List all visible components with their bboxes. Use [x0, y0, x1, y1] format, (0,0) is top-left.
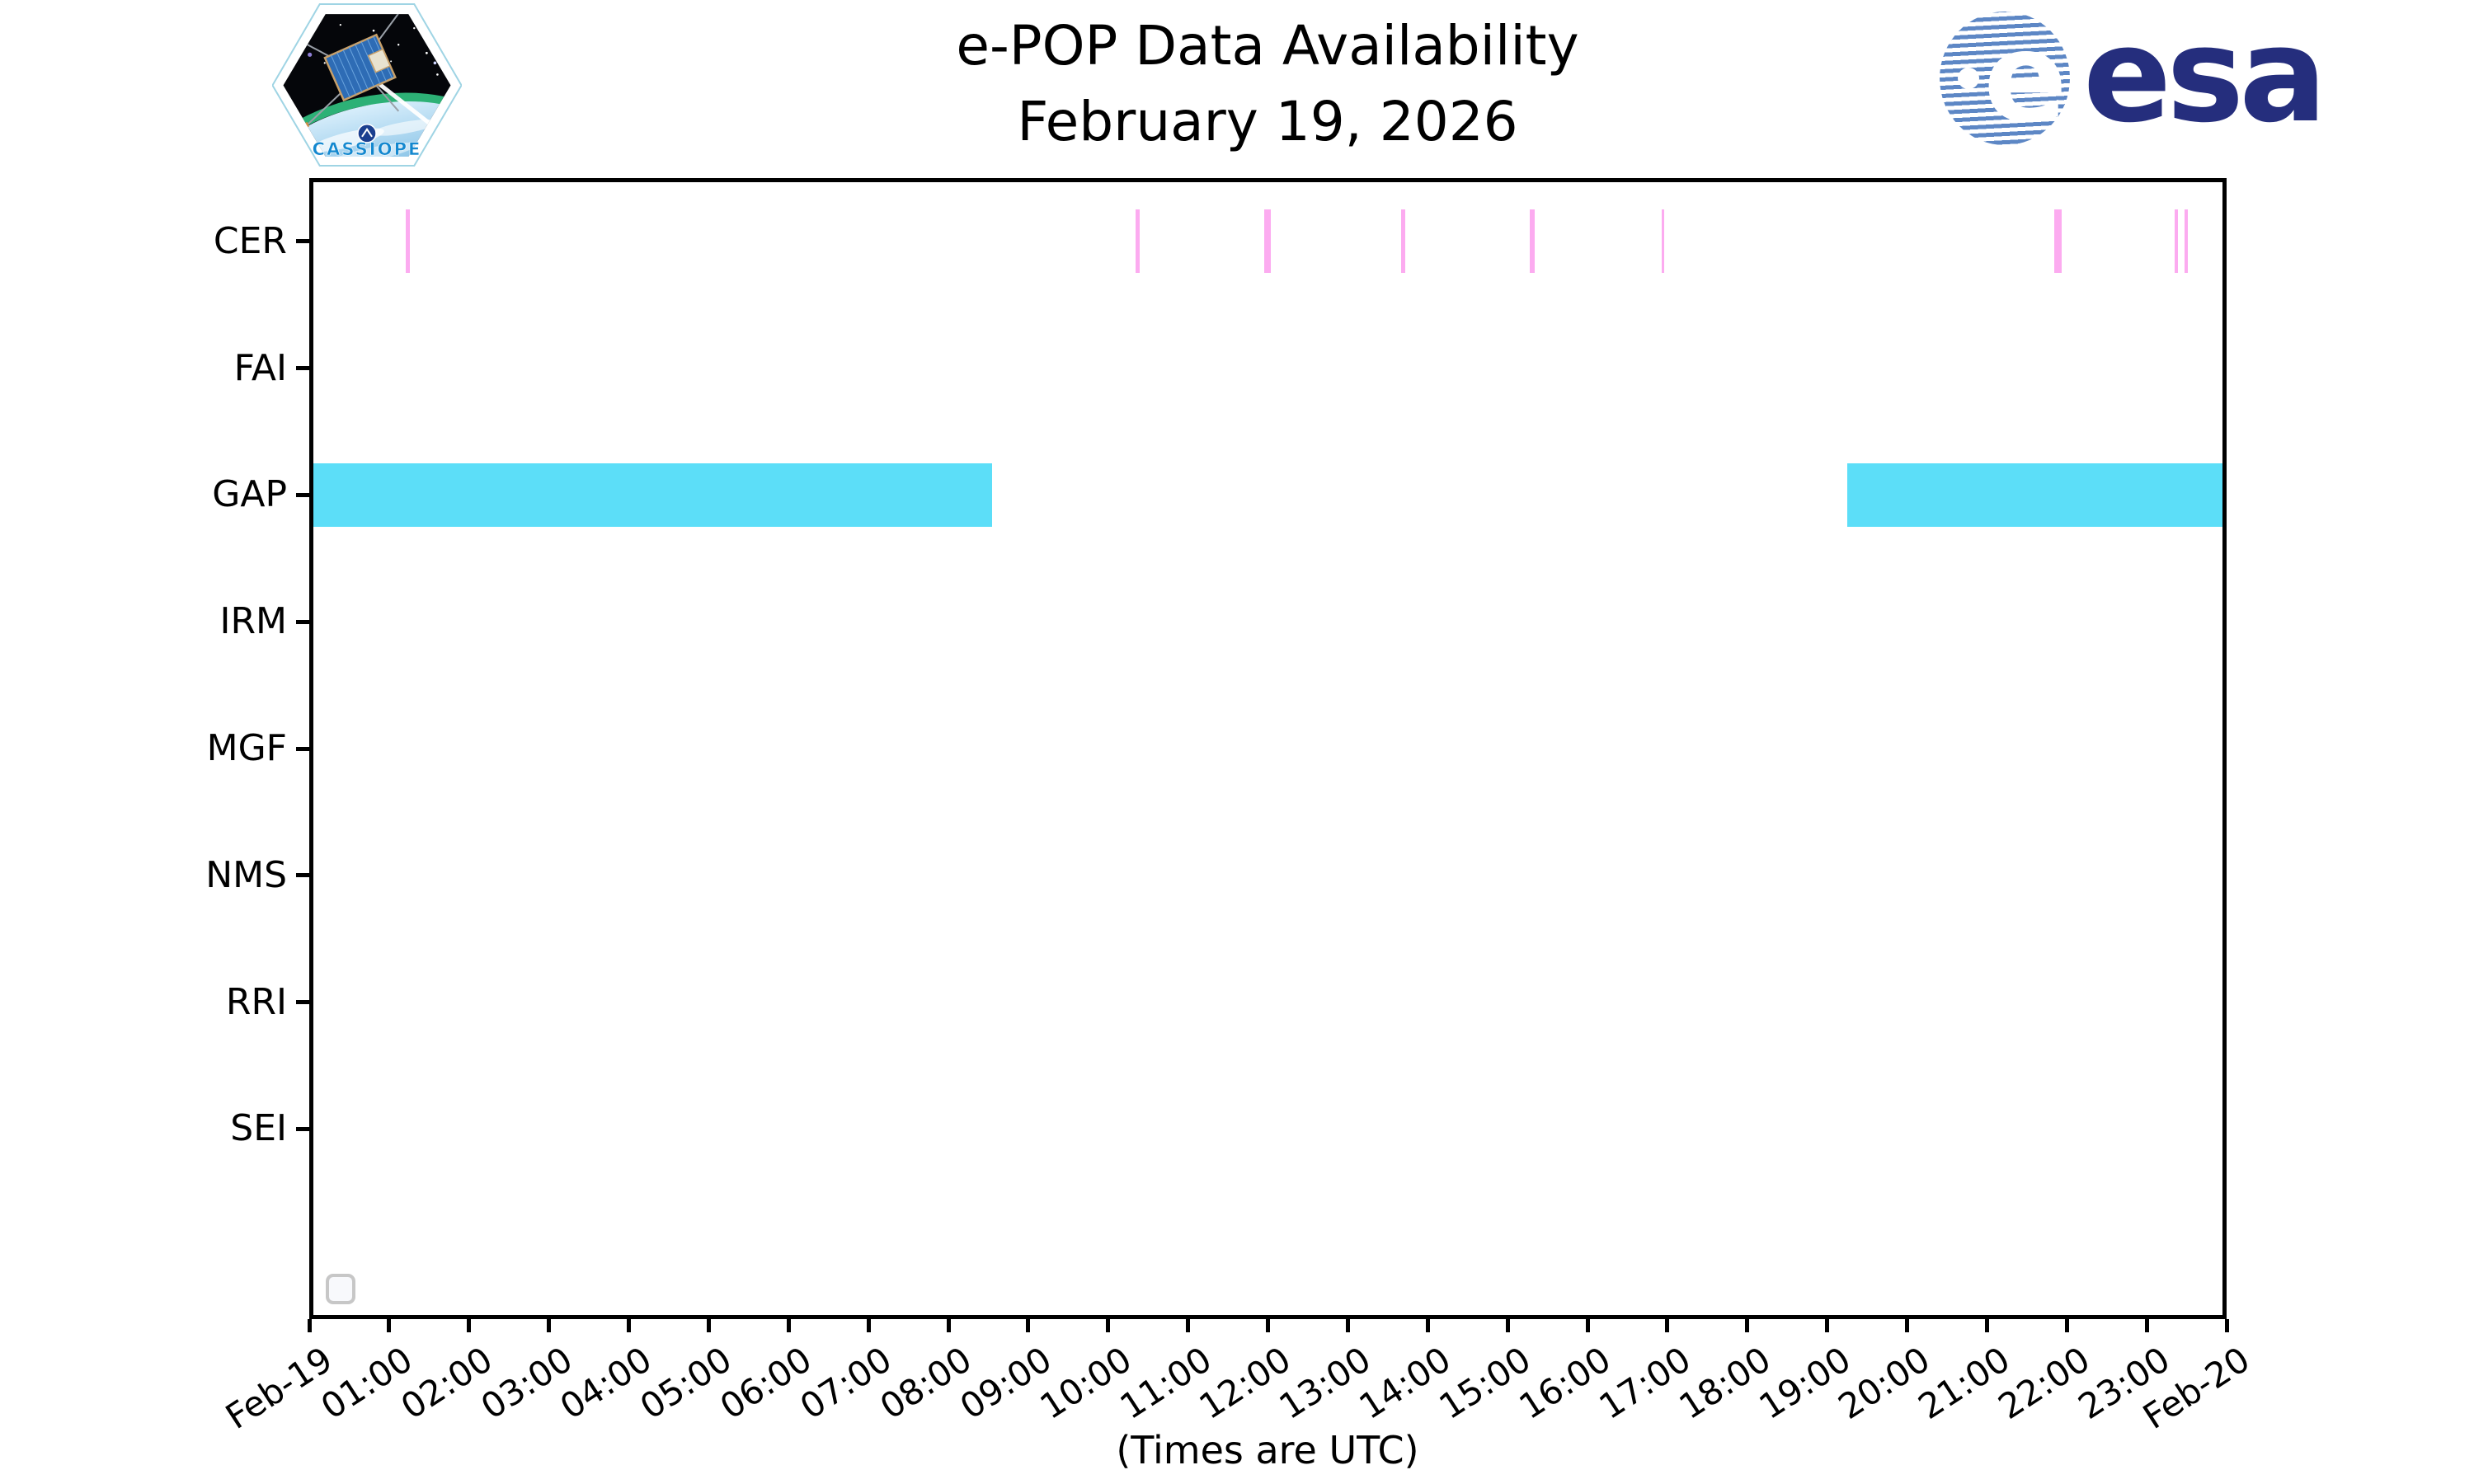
y-tick-fai: [296, 366, 309, 371]
x-tick-label-2: 02:00: [393, 1339, 500, 1428]
x-tick-label-3: 03:00: [473, 1339, 580, 1428]
y-label-sei: SEI: [230, 1107, 287, 1150]
y-label-mgf: MGF: [206, 727, 287, 769]
x-tick-3: [547, 1319, 552, 1332]
x-tick-18: [1745, 1319, 1750, 1332]
patch-beam: [372, 77, 436, 129]
patch-csa-roundel: [357, 123, 377, 143]
x-tick-label-15: 15:00: [1432, 1339, 1538, 1428]
x-tick-16: [1585, 1319, 1590, 1332]
patch-star: [308, 52, 313, 57]
patch-satellite: [283, 14, 410, 130]
plot-frame: [309, 178, 2227, 1319]
x-tick-21: [1984, 1319, 1989, 1332]
y-label-nms: NMS: [205, 853, 287, 896]
y-tick-cer: [296, 239, 309, 244]
availability-bar-cer-6: [2053, 209, 2062, 274]
x-tick-14: [1425, 1319, 1430, 1332]
x-tick-label-21: 21:00: [1911, 1339, 2018, 1428]
x-tick-12: [1266, 1319, 1270, 1332]
x-tick-label-4: 04:00: [553, 1339, 660, 1428]
x-tick-11: [1186, 1319, 1191, 1332]
x-tick-label-11: 11:00: [1112, 1339, 1219, 1428]
x-tick-1: [387, 1319, 392, 1332]
availability-bar-cer-7: [2175, 209, 2178, 274]
x-tick-9: [1026, 1319, 1031, 1332]
x-tick-label-12: 12:00: [1192, 1339, 1299, 1428]
cassiope-patch-graphic: CASSIOPE: [271, 3, 463, 167]
y-label-irm: IRM: [219, 600, 287, 643]
availability-bar-cer-3: [1401, 209, 1406, 274]
y-tick-nms: [296, 873, 309, 878]
x-tick-label-13: 13:00: [1272, 1339, 1379, 1428]
x-tick-0: [307, 1319, 312, 1332]
x-tick-6: [786, 1319, 791, 1332]
cassiope-mission-patch: CASSIOPE: [271, 3, 463, 167]
y-tick-sei: [296, 1126, 309, 1131]
x-tick-23: [2144, 1319, 2149, 1332]
x-tick-label-10: 10:00: [1032, 1339, 1139, 1428]
esa-globe-dot: [1958, 68, 1979, 89]
x-tick-24: [2224, 1319, 2229, 1332]
availability-bar-gap-0: [309, 463, 993, 527]
x-tick-8: [946, 1319, 951, 1332]
availability-bar-cer-5: [1662, 209, 1665, 274]
x-tick-label-7: 07:00: [793, 1339, 899, 1428]
availability-bar-cer-0: [406, 209, 411, 274]
y-tick-irm: [296, 619, 309, 624]
esa-logo: e esa: [1940, 0, 2327, 152]
x-tick-label-22: 22:00: [1991, 1339, 2097, 1428]
esa-globe-e-glyph: e: [1983, 12, 2067, 145]
x-tick-20: [1905, 1319, 1909, 1332]
y-label-cer: CER: [213, 219, 287, 262]
x-tick-22: [2064, 1319, 2069, 1332]
availability-bar-cer-1: [1135, 209, 1140, 274]
x-tick-label-18: 18:00: [1672, 1339, 1778, 1428]
x-tick-label-6: 06:00: [713, 1339, 819, 1428]
x-tick-label-16: 16:00: [1512, 1339, 1618, 1428]
x-tick-label-1: 01:00: [313, 1339, 420, 1428]
availability-bar-cer-4: [1530, 209, 1536, 274]
x-tick-15: [1505, 1319, 1510, 1332]
x-tick-7: [866, 1319, 871, 1332]
patch-aurora: [283, 92, 451, 157]
availability-bar-cer-2: [1263, 209, 1272, 274]
x-tick-4: [627, 1319, 631, 1332]
legend-box-empty: [326, 1274, 355, 1304]
cassiope-wordmark: CASSIOPE: [313, 139, 422, 159]
x-tick-17: [1665, 1319, 1670, 1332]
x-tick-label-20: 20:00: [1831, 1339, 1938, 1428]
chart-subtitle-date: February 19, 2026: [1017, 90, 1518, 153]
x-tick-label-19: 19:00: [1752, 1339, 1858, 1428]
availability-bar-cer-8: [2184, 209, 2188, 274]
x-tick-label-14: 14:00: [1352, 1339, 1458, 1428]
availability-bar-gap-1: [1846, 463, 2227, 527]
x-tick-2: [467, 1319, 472, 1332]
chart-title: e-POP Data Availability: [956, 14, 1579, 77]
y-tick-mgf: [296, 746, 309, 751]
x-tick-19: [1825, 1319, 1830, 1332]
x-tick-13: [1345, 1319, 1350, 1332]
x-axis-caption: (Times are UTC): [1116, 1428, 1419, 1472]
x-tick-label-9: 09:00: [952, 1339, 1059, 1428]
y-tick-rri: [296, 1000, 309, 1005]
y-label-rri: RRI: [225, 980, 287, 1023]
y-tick-gap: [296, 492, 309, 497]
y-label-gap: GAP: [212, 473, 287, 516]
x-tick-label-17: 17:00: [1592, 1339, 1698, 1428]
y-label-fai: FAI: [233, 346, 287, 389]
x-tick-label-8: 08:00: [872, 1339, 979, 1428]
x-tick-label-5: 05:00: [633, 1339, 740, 1428]
esa-wordmark: esa: [2083, 0, 2327, 152]
esa-globe-icon: e: [1940, 12, 2070, 145]
chart-title-block: e-POP Data Availability February 19, 202…: [443, 8, 2092, 160]
x-tick-5: [706, 1319, 711, 1332]
x-tick-10: [1106, 1319, 1111, 1332]
